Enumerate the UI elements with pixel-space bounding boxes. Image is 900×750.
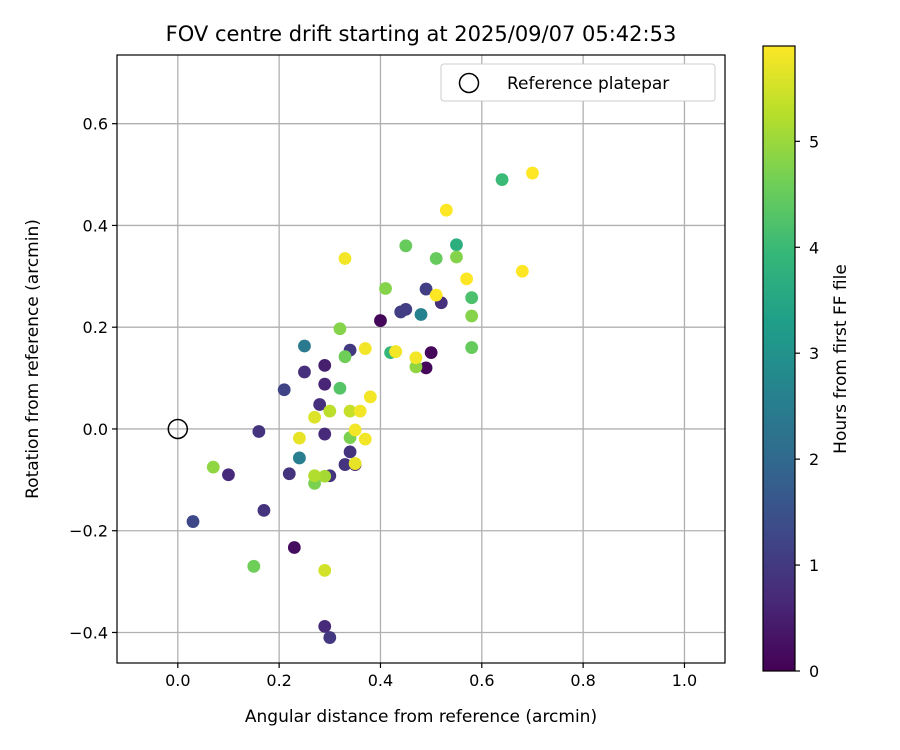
- data-point: [343, 445, 357, 459]
- x-axis-ticks: 0.0 0.2 0.4 0.6 0.8 1.0: [165, 663, 697, 690]
- colorbar-frame: [762, 45, 796, 672]
- data-point: [419, 361, 433, 375]
- colorbar-tick-label: 1: [809, 556, 819, 575]
- data-point: [298, 365, 311, 379]
- plot-frame: [116, 54, 726, 664]
- data-point: [424, 346, 438, 360]
- x-tick-label: 0.4: [368, 671, 393, 690]
- data-point: [318, 619, 332, 633]
- data-point: [399, 302, 413, 316]
- data-point: [318, 469, 332, 483]
- data-point: [353, 404, 367, 418]
- data-point: [358, 342, 372, 355]
- data-point: [333, 322, 347, 336]
- x-tick-label: 1.0: [672, 671, 697, 690]
- x-axis-label: Angular distance from reference (arcmin): [245, 707, 597, 727]
- x-tick-label: 0.6: [469, 671, 494, 690]
- data-point: [257, 503, 271, 517]
- data-point: [409, 351, 423, 365]
- data-point: [374, 314, 387, 327]
- colorbar-tick-label: 4: [809, 238, 819, 257]
- data-point: [419, 282, 433, 296]
- data-point: [495, 173, 509, 187]
- data-point: [338, 252, 352, 265]
- data-point: [323, 404, 337, 418]
- colorbar-tick-label: 0: [809, 662, 819, 681]
- legend-entry-label: Reference platepar: [507, 74, 669, 94]
- x-tick-label: 0.2: [266, 671, 291, 690]
- colorbar-tick-label: 3: [809, 344, 819, 363]
- data-point: [379, 282, 392, 295]
- data-point: [389, 345, 403, 359]
- data-point: [409, 360, 423, 374]
- data-point: [429, 288, 443, 302]
- data-point: [450, 238, 463, 252]
- data-point: [429, 252, 443, 265]
- data-point: [465, 309, 479, 323]
- colorbar-label: Hours from first FF file: [831, 264, 851, 454]
- data-point: [526, 166, 539, 180]
- legend-marker-icon: [458, 72, 480, 94]
- data-point: [313, 398, 327, 411]
- y-tick-label: 0.0: [83, 420, 108, 439]
- data-point: [287, 541, 301, 554]
- reference-platepar-marker: [167, 418, 189, 440]
- data-point: [460, 272, 473, 286]
- data-point: [318, 564, 332, 577]
- data-point: [318, 358, 332, 372]
- y-tick-label: 0.4: [83, 216, 108, 235]
- colorbar-gradient: [763, 46, 795, 671]
- legend: Reference platepar: [440, 63, 716, 102]
- colorbar-tick-label: 2: [809, 450, 819, 469]
- colorbar: 0 1 2 3 4 5 Hours from first FF file: [762, 45, 851, 681]
- data-point: [247, 559, 261, 573]
- data-point: [414, 308, 428, 321]
- data-point: [399, 239, 413, 253]
- data-point: [333, 381, 347, 395]
- data-point: [348, 457, 362, 470]
- data-point: [222, 468, 235, 482]
- data-point: [282, 467, 296, 481]
- data-point: [348, 423, 362, 437]
- data-point: [439, 203, 453, 217]
- data-point: [338, 350, 352, 364]
- x-tick-label: 0.8: [570, 671, 595, 690]
- y-tick-label: −0.2: [69, 522, 108, 541]
- data-point: [318, 377, 332, 391]
- x-tick-label: 0.0: [165, 671, 190, 690]
- legend-box: [440, 63, 716, 102]
- colorbar-ticks: 0 1 2 3 4 5: [795, 132, 819, 681]
- chart-title: FOV centre drift starting at 2025/09/07 …: [166, 22, 677, 46]
- data-point: [308, 410, 321, 424]
- data-point: [515, 264, 529, 278]
- data-point: [465, 291, 479, 305]
- grid-lines: [117, 55, 725, 663]
- data-point: [293, 431, 306, 445]
- y-axis-label: Rotation from reference (arcmin): [23, 219, 43, 499]
- y-tick-label: 0.6: [83, 115, 108, 134]
- data-point: [318, 427, 332, 441]
- data-point: [450, 250, 463, 264]
- data-point: [358, 432, 372, 446]
- data-point: [206, 460, 220, 474]
- data-point: [323, 631, 337, 644]
- data-point: [465, 341, 479, 354]
- y-tick-label: 0.2: [83, 318, 108, 337]
- data-points: [186, 166, 539, 644]
- data-point: [363, 390, 377, 404]
- colorbar-tick-label: 5: [809, 132, 819, 151]
- data-point: [293, 451, 306, 465]
- data-point: [338, 458, 352, 471]
- y-tick-label: −0.4: [69, 623, 108, 642]
- data-point: [308, 469, 321, 483]
- data-point: [186, 515, 200, 528]
- data-point: [252, 425, 266, 438]
- data-point: [343, 404, 357, 418]
- y-axis-ticks: −0.4 −0.2 0.0 0.2 0.4 0.6: [69, 115, 117, 642]
- data-point: [298, 339, 311, 353]
- data-point: [277, 383, 291, 397]
